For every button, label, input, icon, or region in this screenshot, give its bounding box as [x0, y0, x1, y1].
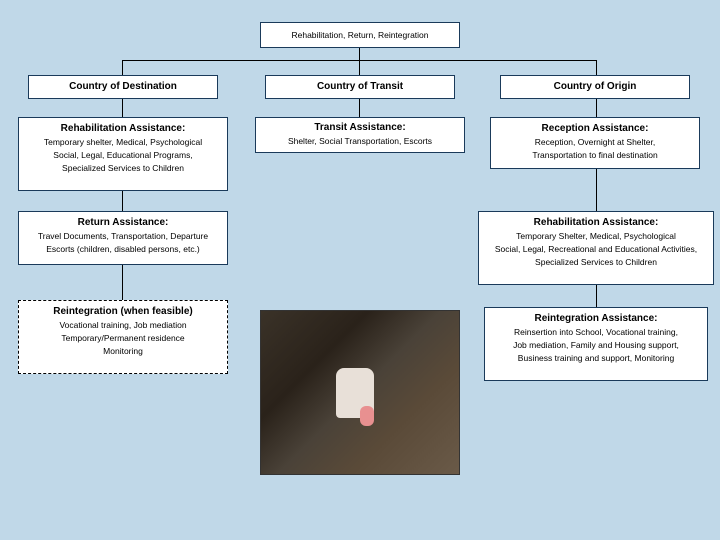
- c1-label: Country of Destination: [69, 81, 177, 92]
- conn: [359, 48, 360, 60]
- c3-reint-l2: Job mediation, Family and Housing suppor…: [513, 339, 679, 352]
- c3-recep: Reception Assistance: Reception, Overnig…: [490, 117, 700, 169]
- c3-rehab-title: Rehabilitation Assistance:: [534, 217, 659, 228]
- c2-label: Country of Transit: [317, 81, 403, 92]
- c1-reint: Reintegration (when feasible) Vocational…: [18, 300, 228, 374]
- c3-rehab: Rehabilitation Assistance: Temporary She…: [478, 211, 714, 285]
- c1-reint-l3: Monitoring: [103, 345, 143, 358]
- c3-reint-l1: Reinsertion into School, Vocational trai…: [514, 326, 678, 339]
- c1-rehab-l2: Social, Legal, Educational Programs,: [53, 149, 192, 162]
- c1-rehab: Rehabilitation Assistance: Temporary she…: [18, 117, 228, 191]
- c3-recep-title: Reception Assistance:: [542, 123, 649, 134]
- c1-return-l2: Escorts (children, disabled persons, etc…: [46, 243, 200, 256]
- c1-reint-l2: Temporary/Permanent residence: [61, 332, 184, 345]
- c1-reint-title: Reintegration (when feasible): [53, 306, 192, 317]
- c3-rehab-l2: Social, Legal, Recreational and Educatio…: [495, 243, 697, 256]
- c2-transit-title: Transit Assistance:: [314, 122, 405, 133]
- c3-reint-title: Reintegration Assistance:: [535, 313, 658, 324]
- conn: [596, 99, 597, 117]
- conn: [122, 265, 123, 300]
- conn: [122, 60, 123, 75]
- c1-return-l1: Travel Documents, Transportation, Depart…: [38, 230, 208, 243]
- c3-rehab-l3: Specialized Services to Children: [535, 256, 657, 269]
- c1-reint-l1: Vocational training, Job mediation: [59, 319, 186, 332]
- conn: [122, 191, 123, 211]
- conn: [359, 60, 360, 75]
- c1-rehab-l1: Temporary shelter, Medical, Psychologica…: [44, 136, 202, 149]
- root-box: Rehabilitation, Return, Reintegration: [260, 22, 460, 48]
- c2-transit: Transit Assistance: Shelter, Social Tran…: [255, 117, 465, 153]
- country-destination: Country of Destination: [28, 75, 218, 99]
- country-origin: Country of Origin: [500, 75, 690, 99]
- c3-recep-l2: Transportation to final destination: [532, 149, 657, 162]
- c3-reint-l3: Business training and support, Monitorin…: [518, 352, 674, 365]
- conn: [359, 99, 360, 117]
- c1-rehab-l3: Specialized Services to Children: [62, 162, 184, 175]
- root-title: Rehabilitation, Return, Reintegration: [291, 29, 428, 42]
- c3-reint: Reintegration Assistance: Reinsertion in…: [484, 307, 708, 381]
- conn: [596, 169, 597, 211]
- c1-rehab-title: Rehabilitation Assistance:: [61, 123, 186, 134]
- c1-return-title: Return Assistance:: [78, 217, 169, 228]
- c3-recep-l1: Reception, Overnight at Shelter,: [535, 136, 656, 149]
- conn: [596, 285, 597, 307]
- conn: [596, 60, 597, 75]
- c3-label: Country of Origin: [554, 81, 637, 92]
- conn: [122, 99, 123, 117]
- country-transit: Country of Transit: [265, 75, 455, 99]
- c3-rehab-l1: Temporary Shelter, Medical, Psychologica…: [516, 230, 676, 243]
- photo: [260, 310, 460, 475]
- c2-transit-l1: Shelter, Social Transportation, Escorts: [288, 135, 432, 148]
- c1-return: Return Assistance: Travel Documents, Tra…: [18, 211, 228, 265]
